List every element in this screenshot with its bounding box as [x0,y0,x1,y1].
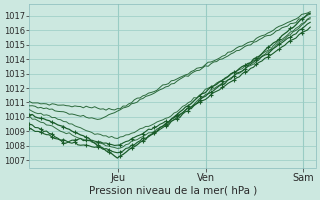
X-axis label: Pression niveau de la mer( hPa ): Pression niveau de la mer( hPa ) [89,186,257,196]
